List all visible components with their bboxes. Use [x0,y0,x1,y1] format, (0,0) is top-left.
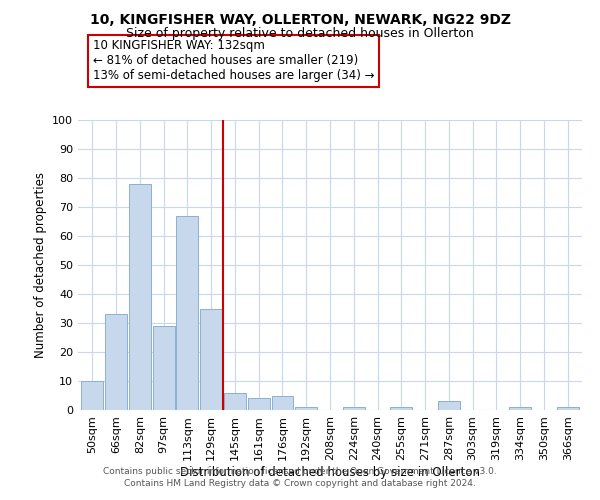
Bar [509,407,531,410]
Bar [557,407,578,410]
Text: 10 KINGFISHER WAY: 132sqm
← 81% of detached houses are smaller (219)
13% of semi: 10 KINGFISHER WAY: 132sqm ← 81% of detac… [93,40,374,82]
Bar [152,326,175,410]
Text: Size of property relative to detached houses in Ollerton: Size of property relative to detached ho… [126,28,474,40]
Y-axis label: Number of detached properties: Number of detached properties [34,172,47,358]
Bar [438,402,460,410]
Text: Contains public sector information licensed under the Open Government Licence v3: Contains public sector information licen… [103,467,497,476]
Text: Contains HM Land Registry data © Crown copyright and database right 2024.: Contains HM Land Registry data © Crown c… [124,478,476,488]
Bar [176,216,198,410]
X-axis label: Distribution of detached houses by size in Ollerton: Distribution of detached houses by size … [180,466,480,478]
Bar [343,407,365,410]
Bar [105,314,127,410]
Bar [391,407,412,410]
Bar [248,398,269,410]
Bar [82,381,103,410]
Bar [129,184,151,410]
Bar [295,407,317,410]
Text: 10, KINGFISHER WAY, OLLERTON, NEWARK, NG22 9DZ: 10, KINGFISHER WAY, OLLERTON, NEWARK, NG… [89,12,511,26]
Bar [272,396,293,410]
Bar [200,308,222,410]
Bar [224,392,246,410]
